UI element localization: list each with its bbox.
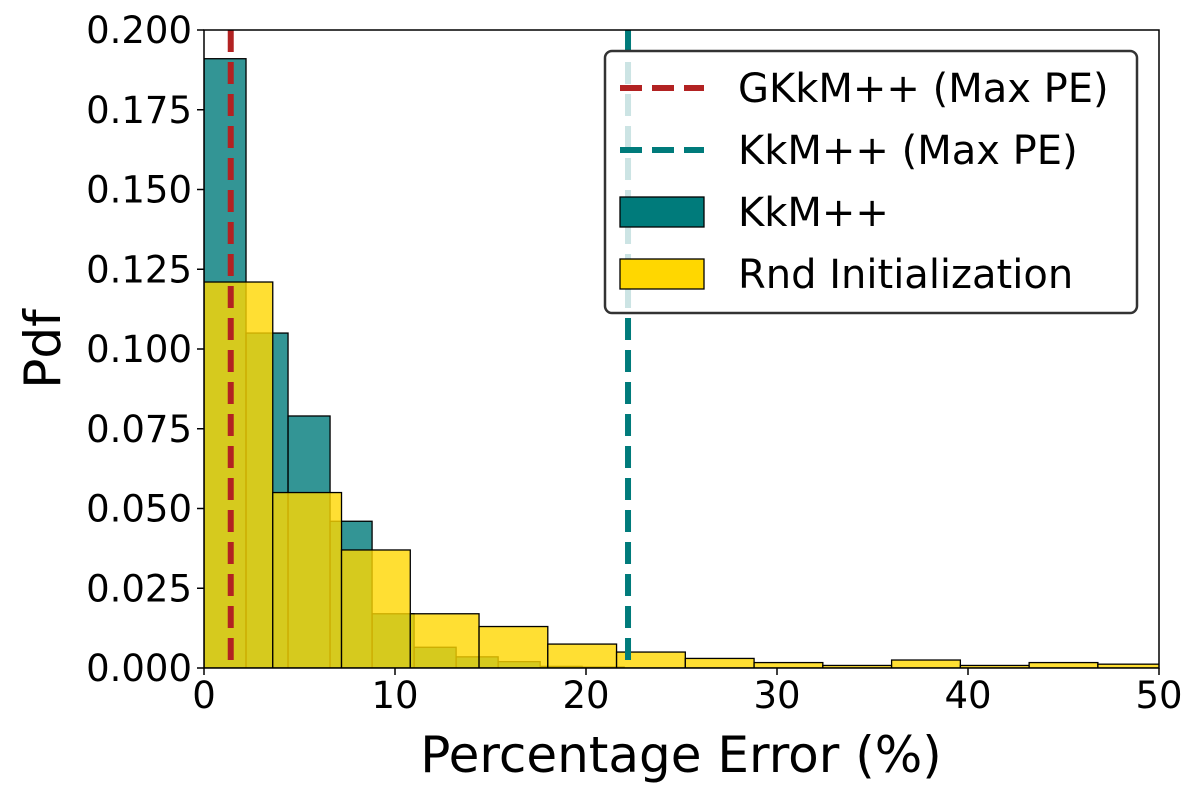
histogram-bar xyxy=(753,661,824,668)
x-tick-label: 10 xyxy=(371,674,418,717)
x-axis-label: Percentage Error (%) xyxy=(420,726,941,784)
y-tick-label: 0.175 xyxy=(86,89,192,132)
ticks-layer: 0 10 20 30 40 50 0.000 0.025 0.050 0.075 0.100 0.12… xyxy=(86,9,1182,717)
y-axis-label: Pdf xyxy=(14,308,72,389)
histogram-bar xyxy=(547,643,618,668)
x-tick-label: 30 xyxy=(753,674,800,717)
legend-label: GKkM++ (Max PE) xyxy=(738,66,1109,112)
histogram-bar xyxy=(204,281,274,668)
legend-label: Rnd Initialization xyxy=(738,252,1073,298)
y-tick-label: 0.150 xyxy=(86,169,192,212)
legend-patch-swatch xyxy=(619,196,705,228)
histogram-bar xyxy=(409,613,480,668)
y-tick-label: 0.025 xyxy=(86,567,192,610)
legend-label: KkM++ (Max PE) xyxy=(738,128,1078,174)
y-tick-label: 0.125 xyxy=(86,248,192,291)
y-tick-label: 0.050 xyxy=(86,488,192,531)
bars-layer xyxy=(204,58,1159,668)
histogram-bar xyxy=(1028,661,1099,668)
y-tick-label: 0.000 xyxy=(86,647,192,690)
x-tick-label: 20 xyxy=(562,674,609,717)
histogram-bar xyxy=(890,659,962,668)
histogram-bar xyxy=(684,657,755,668)
legend-label: KkM++ xyxy=(738,190,889,236)
x-tick-label: 50 xyxy=(1135,674,1182,717)
legend-box xyxy=(603,49,1139,315)
histogram-bar xyxy=(272,491,343,668)
y-tick-label: 0.075 xyxy=(86,408,192,451)
legend: GKkM++ (Max PE) KkM++ (Max PE) KkM++ Rnd In… xyxy=(603,49,1139,315)
legend-patch-swatch xyxy=(619,258,705,290)
y-tick-label: 0.200 xyxy=(86,9,192,52)
histogram-bar xyxy=(340,549,411,668)
x-tick-label: 0 xyxy=(192,674,216,717)
y-tick-label: 0.100 xyxy=(86,328,192,371)
x-tick-label: 40 xyxy=(944,674,991,717)
histogram-bar xyxy=(478,625,549,668)
